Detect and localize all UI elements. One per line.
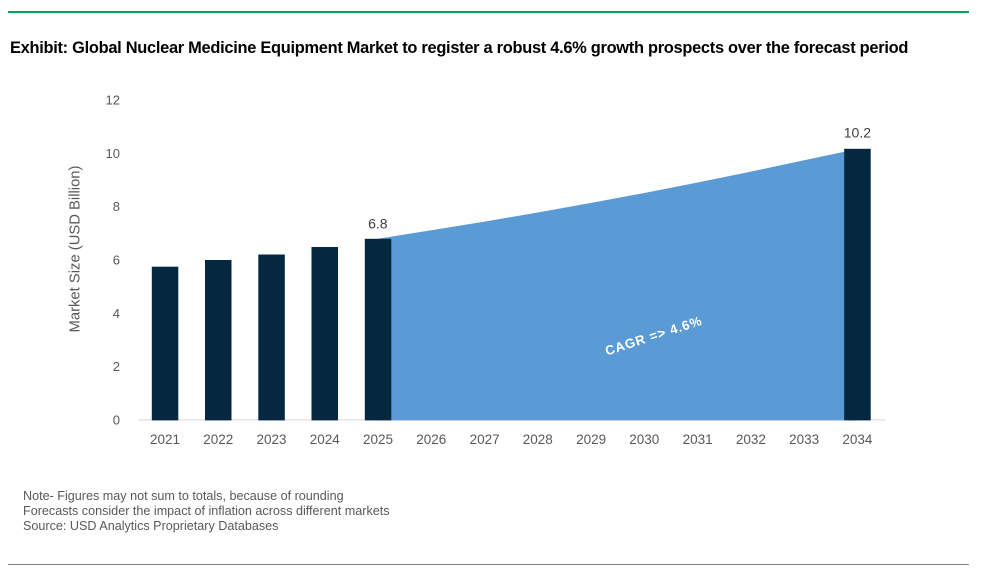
svg-text:2030: 2030 <box>629 432 659 447</box>
svg-text:10: 10 <box>106 146 120 161</box>
svg-text:2032: 2032 <box>736 432 766 447</box>
svg-text:2025: 2025 <box>363 432 393 447</box>
svg-text:2028: 2028 <box>523 432 553 447</box>
svg-text:6.8: 6.8 <box>368 216 388 232</box>
svg-text:12: 12 <box>106 93 120 108</box>
svg-text:8: 8 <box>113 199 120 214</box>
svg-text:2024: 2024 <box>310 432 341 447</box>
svg-text:2033: 2033 <box>789 432 819 447</box>
svg-text:6: 6 <box>113 253 120 268</box>
svg-text:2027: 2027 <box>470 432 500 447</box>
svg-text:2034: 2034 <box>842 432 873 447</box>
svg-text:10.2: 10.2 <box>844 124 871 140</box>
svg-text:Market Size (USD Billion): Market Size (USD Billion) <box>68 165 84 332</box>
svg-text:0: 0 <box>113 413 120 428</box>
svg-text:2031: 2031 <box>683 432 713 447</box>
svg-text:2022: 2022 <box>203 432 233 447</box>
svg-text:4: 4 <box>113 306 120 321</box>
svg-text:2026: 2026 <box>416 432 446 447</box>
svg-text:2: 2 <box>113 359 120 374</box>
svg-text:2023: 2023 <box>256 432 286 447</box>
svg-text:2021: 2021 <box>150 432 180 447</box>
svg-text:2029: 2029 <box>576 432 606 447</box>
